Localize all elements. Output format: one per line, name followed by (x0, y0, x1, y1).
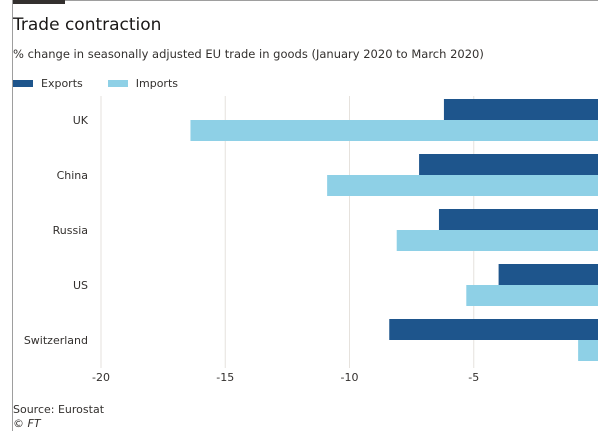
bar-exports-uk (443, 99, 598, 120)
legend-swatch-imports (107, 79, 128, 87)
title-accent-bar (13, 0, 65, 4)
chart-title: Trade contraction (13, 15, 162, 35)
bars (190, 99, 598, 361)
bar-imports-russia (396, 230, 598, 251)
chart-subtitle: % change in seasonally adjusted EU trade… (13, 47, 484, 61)
category-label-uk: UK (73, 114, 89, 127)
bar-imports-switzerland (578, 340, 598, 361)
x-axis-tick-labels: -20 -15 -10 -5 (92, 371, 479, 384)
x-tick-label-neg10: -10 (341, 371, 359, 384)
legend-swatch-exports (13, 79, 33, 87)
chart-frame-top (12, 0, 598, 1)
x-tick-label-neg5: -5 (468, 371, 479, 384)
legend-item-imports: Imports (107, 76, 178, 90)
bar-imports-china (327, 175, 598, 196)
ft-credit: © FT (13, 417, 41, 430)
category-label-russia: Russia (53, 224, 88, 237)
bar-exports-russia (438, 209, 598, 230)
bar-exports-switzerland (389, 319, 598, 340)
bar-imports-uk (190, 120, 598, 141)
chart-legend: Exports Imports (13, 76, 203, 90)
category-label-us: US (73, 279, 88, 292)
bar-imports-us (466, 285, 598, 306)
legend-item-exports: Exports (13, 77, 83, 90)
legend-label-exports: Exports (41, 76, 83, 90)
legend-label-imports: Imports (135, 76, 178, 90)
bar-exports-china (419, 154, 598, 175)
source-note: Source: Eurostat (13, 403, 105, 416)
x-tick-label-neg15: -15 (216, 371, 234, 384)
category-labels: UK China Russia US Switzerland (24, 114, 89, 347)
category-label-china: China (57, 169, 88, 182)
bar-exports-us (498, 264, 598, 285)
category-label-switzerland: Switzerland (24, 334, 88, 347)
x-tick-label-neg20: -20 (92, 371, 110, 384)
chart-frame-left (12, 0, 13, 431)
